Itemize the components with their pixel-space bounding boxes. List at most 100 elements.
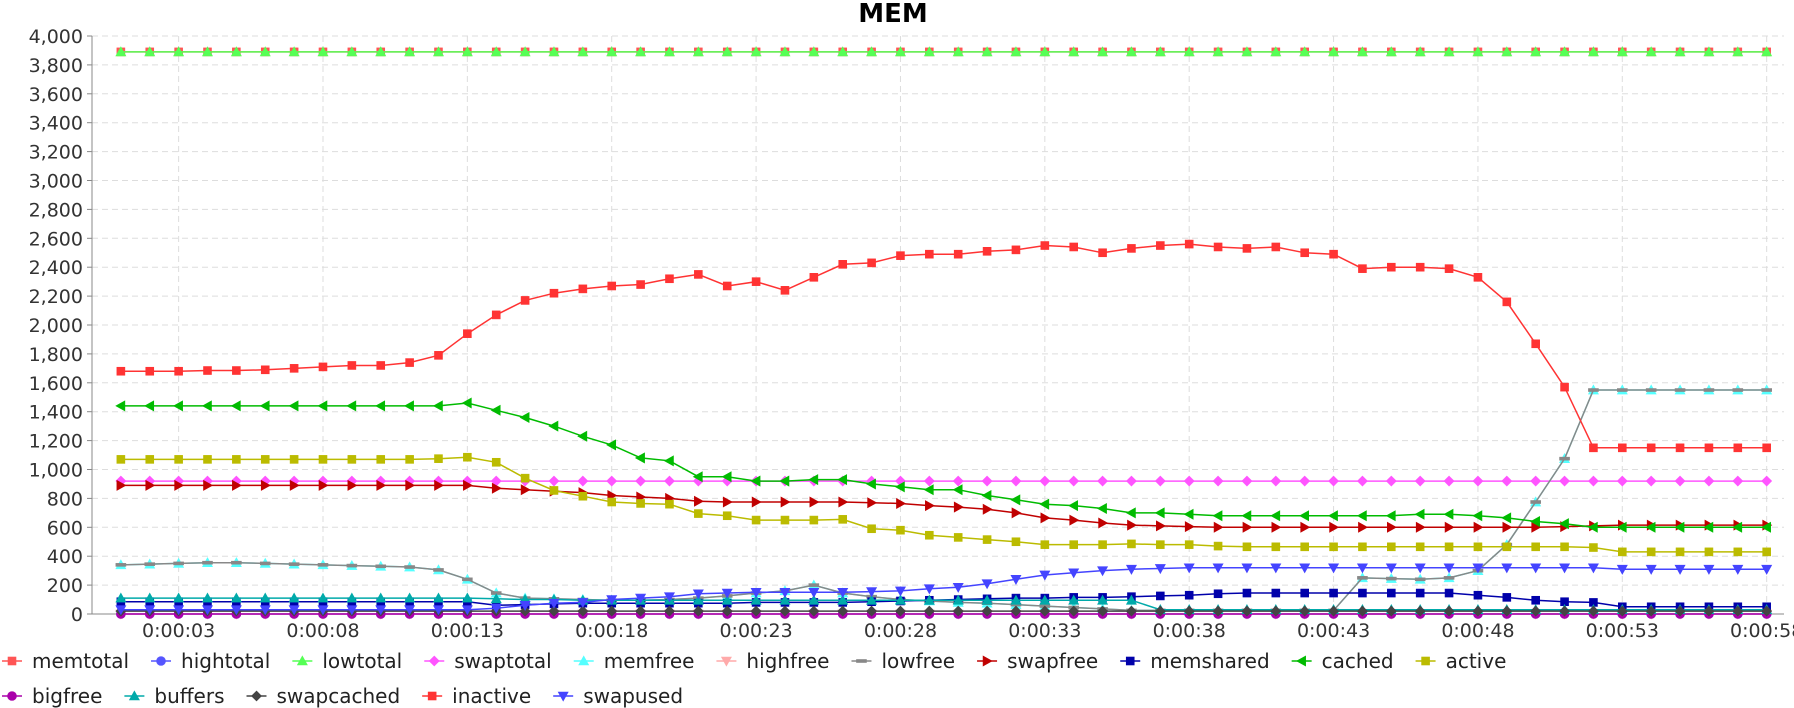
data-point-active (1156, 540, 1165, 549)
data-point-active (1387, 542, 1396, 552)
data-point-inactive (751, 277, 761, 286)
data-point-lowtotal (1559, 46, 1571, 57)
data-point-cached (432, 400, 443, 412)
data-point-swapfree (1387, 521, 1397, 533)
data-point-swapcached (692, 605, 704, 617)
data-point-cached (1472, 510, 1483, 522)
data-point-swapused (663, 592, 675, 603)
legend-swatch-swapcached (251, 690, 262, 702)
data-point-swapcached (606, 605, 618, 617)
data-point-swaptotal (1270, 475, 1282, 487)
data-point-lowtotal (115, 46, 127, 57)
x-tick-label: 0:00:08 (286, 620, 359, 642)
data-point-inactive (1502, 297, 1512, 307)
data-point-active (520, 473, 530, 483)
data-point-lowtotal (1645, 46, 1657, 57)
data-point-memshared (1271, 588, 1281, 598)
data-point-active (289, 455, 299, 464)
data-point-inactive (1329, 249, 1338, 259)
data-point-lowtotal (1212, 46, 1224, 57)
data-point-cached (750, 475, 761, 487)
data-point-cached (1674, 521, 1685, 533)
legend-label: highfree (746, 649, 829, 673)
data-point-inactive (260, 365, 270, 375)
data-point-lowtotal (1154, 46, 1166, 57)
legend-label: swapfree (1007, 649, 1098, 673)
data-point-lowtotal (461, 46, 473, 57)
series-memfree (115, 384, 1773, 615)
data-point-inactive (867, 258, 876, 268)
data-point-swapcached (1616, 605, 1628, 617)
data-point-inactive (896, 251, 905, 260)
data-point-active (1560, 542, 1569, 552)
y-tick-label: 2,400 (29, 257, 83, 279)
data-point-swaptotal (1501, 475, 1513, 487)
y-tick-label: 800 (47, 488, 83, 510)
data-point-swapfree (434, 479, 445, 491)
data-point-active (1127, 539, 1136, 549)
data-point-cached (375, 400, 386, 412)
data-point-buffers (461, 592, 473, 603)
data-point-cached (1212, 510, 1223, 522)
data-point-active (982, 535, 992, 544)
data-point-lowtotal (1299, 46, 1311, 57)
data-point-swapused (779, 588, 791, 598)
data-point-swaptotal (1154, 475, 1166, 487)
legend-swatch-swaptotal (428, 655, 440, 667)
data-point-swaptotal (606, 475, 618, 487)
legend-label: buffers (154, 684, 224, 708)
data-point-swapcached (1443, 605, 1455, 617)
data-point-swapused (1183, 563, 1195, 574)
legend-label: lowfree (881, 649, 955, 673)
series-cached (115, 397, 1771, 533)
data-point-buffers (1097, 594, 1109, 605)
data-point-swapused (115, 605, 127, 616)
data-point-buffers (115, 592, 127, 603)
data-point-swapcached (1299, 605, 1311, 617)
data-point-swapused (1068, 568, 1080, 579)
y-tick-label: 1,000 (29, 460, 83, 482)
data-point-inactive (289, 364, 299, 373)
y-tick-label: 2,600 (29, 228, 83, 250)
x-tick-label: 0:00:13 (431, 620, 504, 642)
data-point-inactive (1444, 264, 1454, 273)
data-point-swapcached (1703, 605, 1715, 617)
legend-item-cached: cached (1291, 649, 1394, 673)
data-point-lowtotal (173, 46, 185, 57)
data-point-inactive (1733, 443, 1743, 453)
data-point-lowtotal (1183, 46, 1195, 57)
data-point-lowtotal (1241, 46, 1253, 57)
data-point-swaptotal (664, 475, 675, 487)
data-point-swaptotal (1357, 475, 1368, 487)
data-point-lowtotal (894, 46, 906, 57)
data-point-inactive (838, 260, 848, 269)
data-point-swapcached (1039, 605, 1051, 617)
data-point-cached (317, 400, 328, 412)
data-point-swapcached (952, 605, 964, 617)
data-point-lowtotal (1703, 46, 1715, 57)
data-point-lowfree (231, 560, 242, 565)
data-point-lowtotal (1328, 46, 1340, 57)
data-point-swaptotal (1703, 475, 1715, 487)
data-point-cached (1414, 508, 1425, 520)
data-point-cached (1010, 494, 1021, 506)
data-point-swapfree (1040, 512, 1051, 524)
data-point-swapfree (867, 497, 878, 509)
series-swapfree (116, 479, 1773, 533)
data-point-swapused (1530, 563, 1542, 574)
data-point-swapfree (809, 496, 820, 508)
data-point-swaptotal (1443, 475, 1455, 487)
data-point-inactive (1213, 242, 1223, 252)
data-point-swapused (894, 586, 906, 597)
data-point-active (260, 455, 270, 464)
data-point-lowtotal (837, 46, 849, 57)
series-line-active (120, 456, 1767, 553)
data-point-swaptotal (1126, 475, 1137, 487)
data-point-active (1646, 547, 1656, 557)
data-point-swapcached (1154, 605, 1166, 617)
data-point-lowtotal (866, 46, 878, 57)
data-point-cached (1587, 521, 1598, 533)
data-point-lowtotal (1530, 46, 1542, 57)
data-point-buffers (288, 592, 300, 603)
data-point-lowtotal (230, 46, 242, 57)
